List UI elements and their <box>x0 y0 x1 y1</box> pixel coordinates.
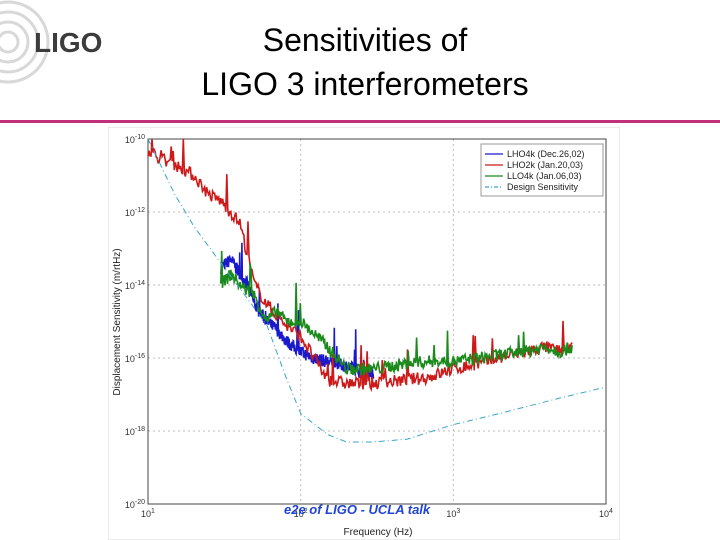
tick-label: 10-14 <box>125 280 145 291</box>
legend-label: LHO2k (Jan.20,03) <box>507 160 583 170</box>
legend-label: LHO4k (Dec.26,02) <box>507 149 585 159</box>
tick-labels: 101 102 103 104 10-10 10-12 10-14 10-16 10-18 10-… <box>125 134 613 519</box>
series-2 <box>220 250 573 376</box>
tick-label: 102 <box>294 508 308 519</box>
legend-box <box>480 143 604 197</box>
tick-label: 104 <box>599 508 613 519</box>
tick-label: 101 <box>141 508 155 519</box>
footer-caption: e2e of LIGO - UCLA talk <box>284 502 431 517</box>
y-axis-label: Displacement Sensitivity (m/rtHz) <box>112 248 123 395</box>
legend-label: LLO4k (Jan.06,03) <box>507 171 582 181</box>
tick-label: 10-10 <box>125 134 145 145</box>
series-line <box>147 138 573 393</box>
ligo-logo: LIGO <box>0 0 102 84</box>
title-line-1: Sensitivities of <box>262 22 468 58</box>
tick-label: 103 <box>446 508 460 519</box>
tick-label: 10-18 <box>125 426 145 437</box>
tick-label: 10-20 <box>125 499 145 510</box>
title-divider <box>0 120 720 123</box>
series-1 <box>147 138 573 393</box>
title-line-2: LIGO 3 interferometers <box>201 66 529 102</box>
tick-label: 10-12 <box>125 207 145 218</box>
tick-label: 10-16 <box>125 353 145 364</box>
sensitivity-chart: 101 102 103 104 10-10 10-12 10-14 10-16 10-18 10-… <box>108 127 620 540</box>
series-3 <box>147 138 607 443</box>
logo-text: LIGO <box>34 27 102 58</box>
plot-frame <box>147 138 607 505</box>
x-axis-label: Frequency (Hz) <box>344 527 413 538</box>
legend-label: Design Sensitivity <box>507 182 579 192</box>
series-line <box>220 250 573 376</box>
series-layer <box>147 138 607 443</box>
slide-title: Sensitivities of LIGO 3 interferometers <box>150 18 580 106</box>
series-line <box>147 138 607 443</box>
legend: LHO4k (Dec.26,02)LHO2k (Jan.20,03)LLO4k … <box>480 143 604 197</box>
